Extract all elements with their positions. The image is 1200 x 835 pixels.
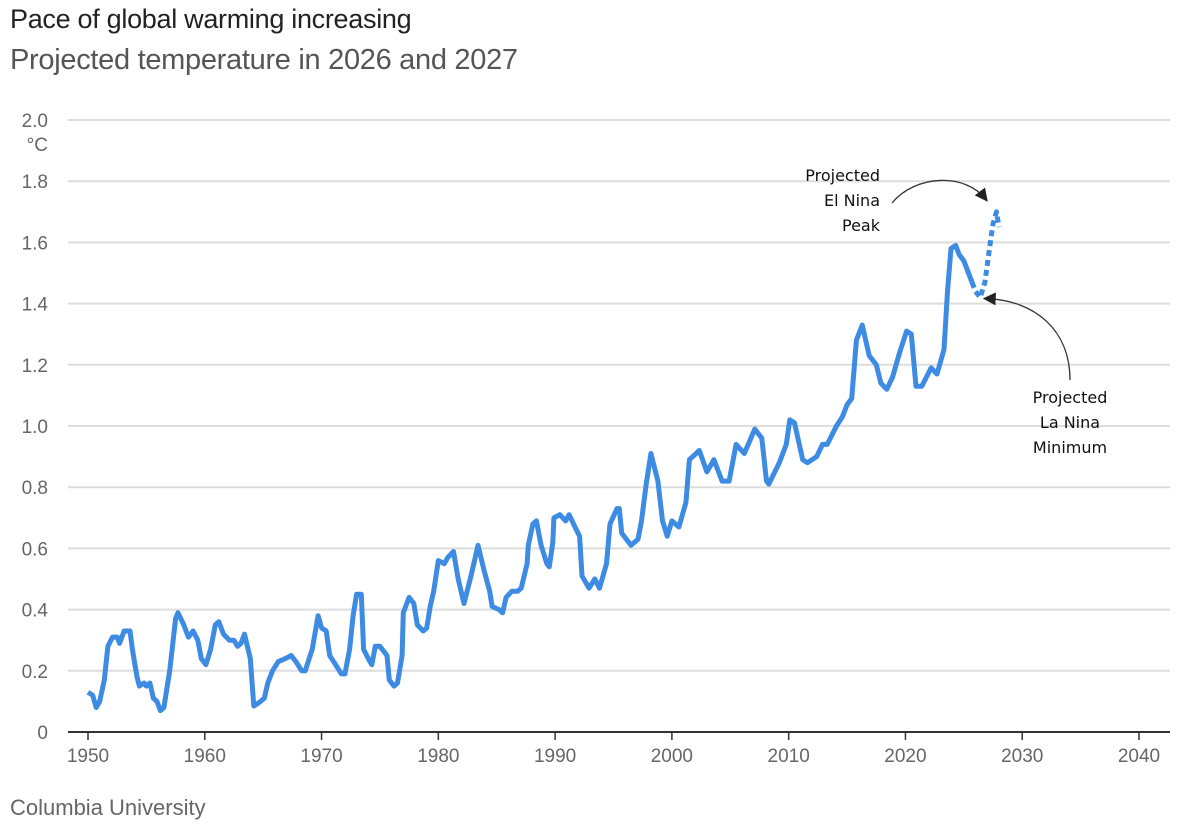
- annotation-la-nina-text: Projected: [1033, 388, 1108, 407]
- y-tick-label: 1.8: [22, 172, 48, 193]
- y-tick-label: 0: [37, 723, 48, 744]
- projected-temperature-line: [969, 209, 1002, 300]
- annotation-arrow-el-nina: [891, 179, 988, 204]
- x-tick-label: 1970: [300, 746, 342, 767]
- x-tick-label: 2030: [1001, 746, 1043, 767]
- y-tick-label: 1.0: [22, 417, 48, 438]
- y-tick-label: 1.4: [22, 295, 49, 316]
- y-tick-label: 0.4: [22, 601, 49, 622]
- y-tick-label: 0.8: [22, 478, 48, 499]
- x-tick-label: 1990: [534, 746, 576, 767]
- x-tick-label: 1960: [184, 746, 226, 767]
- annotation-la-nina-text: La Nina: [1040, 413, 1100, 432]
- chart-subtitle: Projected temperature in 2026 and 2027: [10, 44, 518, 76]
- annotation-arrow-la-nina: [982, 292, 1071, 381]
- annotation-el-nina-text: El Nina: [824, 191, 880, 210]
- x-tick-label: 2040: [1118, 746, 1160, 767]
- y-tick-label: 1.2: [22, 356, 48, 377]
- y-tick-label: 0.2: [22, 662, 48, 683]
- x-tick-label: 2010: [768, 746, 810, 767]
- x-tick-label: 1980: [417, 746, 459, 767]
- observed-temperature-line: [86, 243, 975, 714]
- y-unit-label: °C: [27, 135, 48, 156]
- x-tick-label: 1950: [67, 746, 109, 767]
- annotation-la-nina-text: Minimum: [1033, 438, 1107, 457]
- annotation-el-nina-text: Peak: [842, 216, 881, 235]
- x-tick-label: 2020: [884, 746, 926, 767]
- x-tick-label: 2000: [651, 746, 693, 767]
- chart-title: Pace of global warming increasing: [10, 4, 412, 34]
- annotation-el-nina-text: Projected: [805, 166, 880, 185]
- y-tick-label: 2.0: [22, 111, 48, 132]
- y-tick-label: 0.6: [22, 539, 48, 560]
- source-credit: Columbia University: [10, 795, 206, 820]
- y-tick-label: 1.6: [22, 233, 48, 254]
